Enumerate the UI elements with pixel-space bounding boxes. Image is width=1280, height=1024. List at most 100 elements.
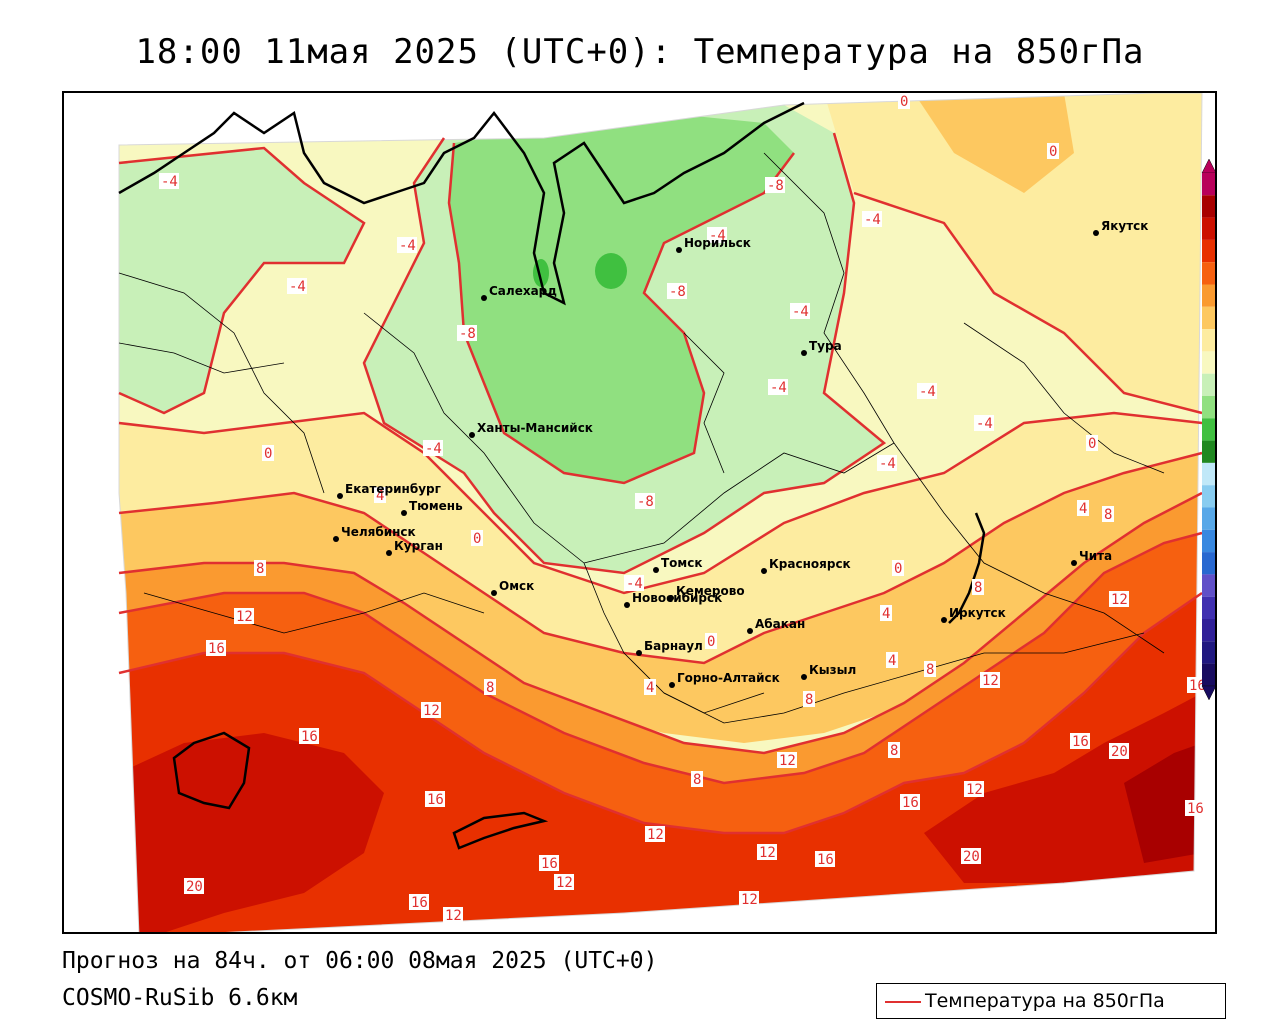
field-16-20-band: [119, 593, 1202, 932]
contour-label-text: 16: [541, 856, 558, 872]
contour-label: 16: [425, 791, 445, 808]
city-dot: [669, 682, 675, 688]
contour-label: 8: [691, 771, 703, 788]
contour-label-bg: [635, 493, 655, 509]
city-marker: Красноярск: [761, 557, 851, 574]
contour-label-bg: [667, 283, 687, 299]
field-20-24-east: [924, 693, 1202, 883]
contour-label: 12: [739, 891, 759, 908]
city-label: Ханты-Мансийск: [477, 421, 593, 435]
contour-label: 0: [1086, 435, 1098, 452]
city-dot: [747, 628, 753, 634]
colorbar-segment: [1202, 619, 1215, 642]
field-0-4-northeast: [824, 93, 1202, 413]
boundary-line: [583, 562, 765, 714]
contour-label-bg: [815, 851, 835, 867]
contour-label: 12: [554, 874, 574, 891]
contour-label: 16: [900, 794, 920, 811]
city-dot: [469, 432, 475, 438]
contour-label-bg: [777, 752, 797, 768]
city-marker: Курган: [386, 539, 443, 556]
contour-label-text: 0: [264, 446, 272, 462]
contour-label-text: -4: [161, 174, 178, 190]
contour-label: -4: [790, 303, 810, 320]
contour-label-text: 20: [963, 849, 980, 865]
contour-label-bg: [1109, 743, 1129, 759]
legend-label: Температура на 850гПа: [925, 990, 1165, 1012]
contour-label: 0: [892, 560, 904, 577]
contour-label-text: 8: [693, 772, 701, 788]
city-marker: Кызыл: [801, 663, 856, 680]
city-marker: Чита: [1071, 549, 1112, 566]
city-label: Екатеринбург: [345, 482, 441, 496]
boundary-line: [663, 632, 1145, 724]
contour-label-bg: [961, 848, 981, 864]
colorbar-segment: [1202, 529, 1215, 553]
contour-label-text: 4: [1079, 501, 1087, 517]
contour-label-text: 4: [376, 488, 384, 504]
contour-label-bg: [1102, 506, 1114, 522]
contour-label-bg: [877, 455, 897, 471]
contour-label-bg: [880, 605, 892, 621]
city-label: Красноярск: [769, 557, 851, 571]
colorbar-segment: [1202, 396, 1215, 419]
city-dot: [668, 595, 674, 601]
city-dot: [636, 650, 642, 656]
contour-label-bg: [980, 672, 1000, 688]
contour-label: 12: [757, 844, 777, 861]
contour-label-text: 0: [894, 561, 902, 577]
contour-label: 12: [443, 907, 463, 924]
contour-label: 8: [254, 560, 266, 577]
contour-label-text: 12: [1111, 592, 1128, 608]
admin-boundaries: [118, 152, 1165, 724]
lake-balkhash: [452, 811, 549, 850]
city-label: Курган: [394, 539, 443, 553]
contour-label: 0: [471, 530, 483, 547]
contour-label-text: -4: [289, 279, 306, 295]
colorbar-segment: [1202, 418, 1215, 441]
contour-label-text: -8: [669, 284, 686, 300]
lake-baikal: [948, 512, 986, 624]
contour-label-text: -4: [399, 238, 416, 254]
city-marker: Тюмень: [401, 499, 463, 516]
contour-label-bg: [624, 575, 644, 591]
contour-label-bg: [443, 907, 463, 923]
contour-label-text: -8: [637, 494, 654, 510]
contour-label-bg: [768, 379, 788, 395]
contour-12: [118, 531, 1203, 785]
city-dot: [761, 568, 767, 574]
boundary-line: [893, 442, 1165, 654]
contour-labels: -4 -4 -4 -8 -4 -8 -4 -4 -8 -4 -4 -4 -4 0 -4 -8 4 0 0 4 8 8 -4 0…: [159, 93, 1207, 924]
contour-label-text: 4: [646, 680, 654, 696]
contour-label-bg: [803, 691, 815, 707]
contour-label: -4: [974, 415, 994, 432]
contour-label-bg: [539, 855, 559, 871]
contour-label-text: 12: [236, 609, 253, 625]
contour-label-text: 20: [186, 879, 203, 895]
colorbar-segment: [1202, 239, 1215, 263]
contour-label-text: 8: [974, 580, 982, 596]
contour-label: 4: [886, 652, 898, 669]
contour-label-bg: [898, 93, 910, 109]
colorbar-bottom-arrow: [1201, 685, 1215, 701]
contour-label-bg: [554, 874, 574, 890]
contour-label-text: 8: [890, 743, 898, 759]
city-label: Новосибирск: [632, 591, 722, 605]
contour-label: -4: [862, 211, 882, 228]
contour-0-northeast: [853, 191, 1203, 415]
contour-label: 12: [1109, 591, 1129, 608]
contour-label: -4: [917, 383, 937, 400]
contour-label-bg: [888, 742, 900, 758]
contour-label-text: 16: [208, 641, 225, 657]
contour-label-text: 16: [1189, 678, 1206, 694]
contour-label: 0: [262, 445, 274, 462]
contour-label: 4: [644, 679, 656, 696]
contour-label: 12: [645, 826, 665, 843]
contour-label-bg: [184, 878, 204, 894]
contour-label-bg: [974, 415, 994, 431]
contour-label-text: -8: [459, 326, 476, 342]
contour-label-bg: [924, 661, 936, 677]
contour-label: 20: [1109, 743, 1129, 760]
city-dot: [1071, 560, 1077, 566]
boundary-line: [363, 312, 585, 564]
